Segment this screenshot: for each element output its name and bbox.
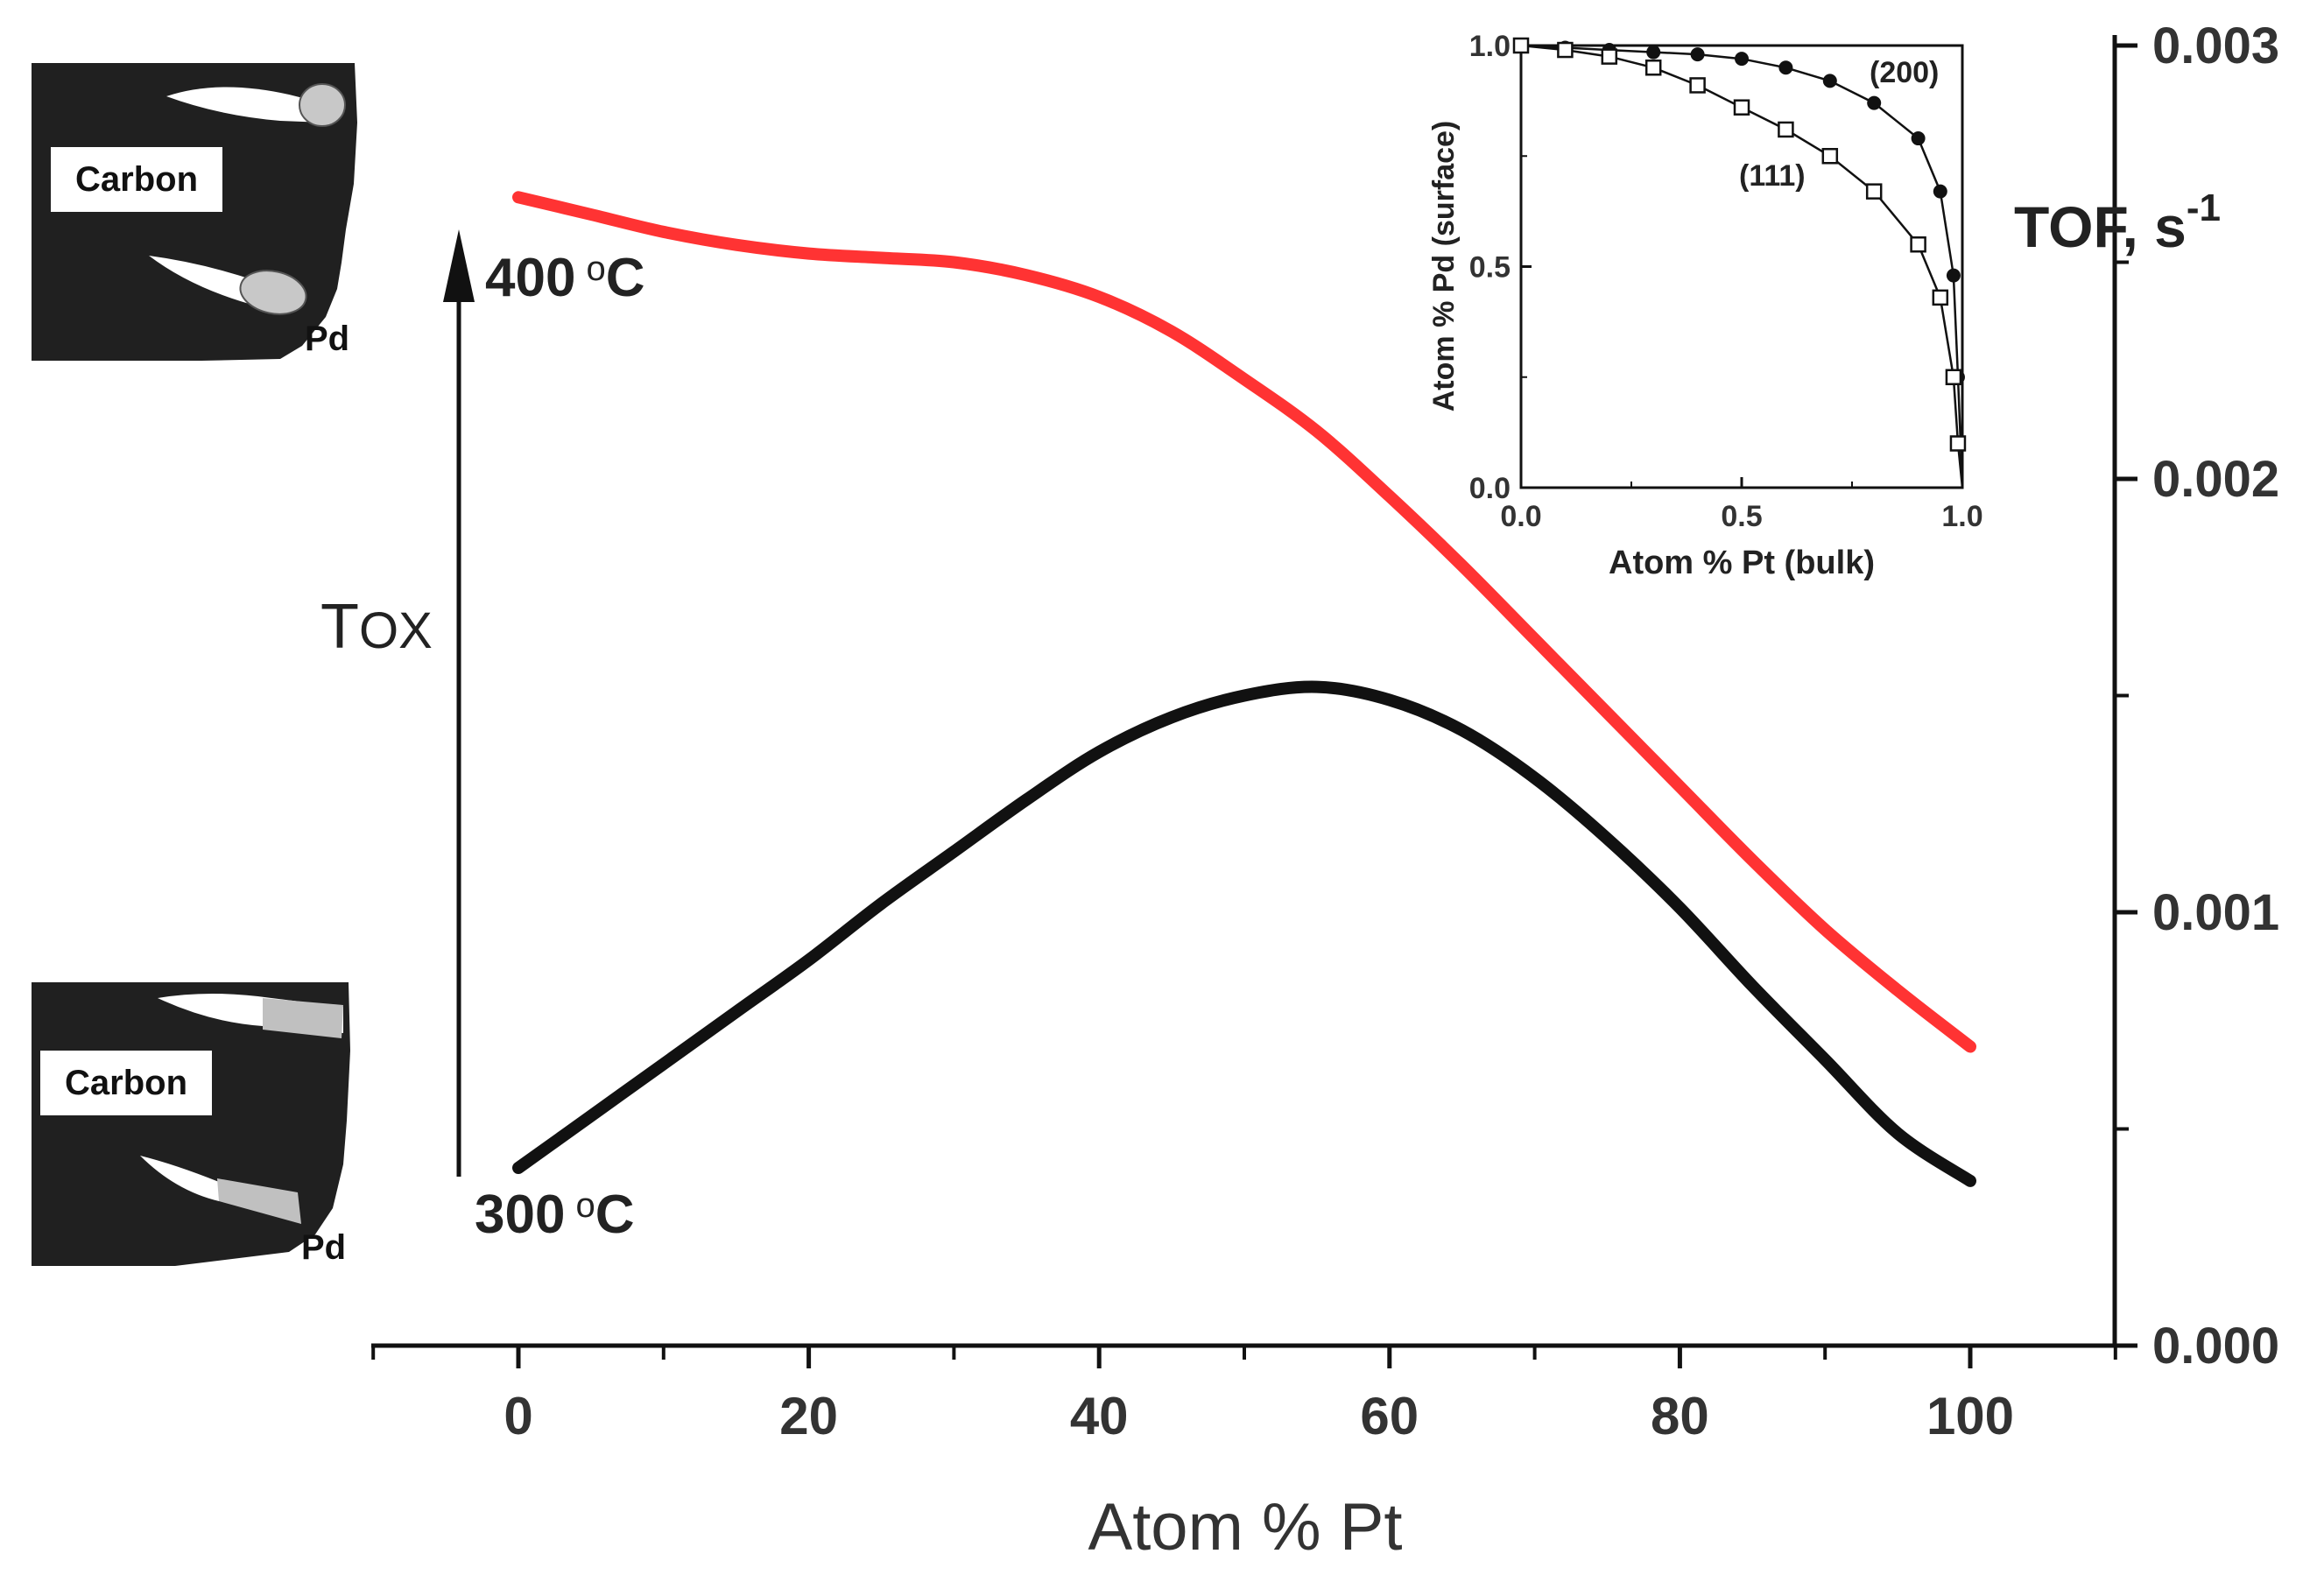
tox-sub: OX xyxy=(359,602,433,659)
label-400c-unit: C xyxy=(606,248,645,308)
inset-marker-200 xyxy=(1911,131,1926,146)
tox-main: T xyxy=(320,592,359,662)
inset-x-title: Atom % Pt (bulk) xyxy=(1609,545,1875,581)
inset-marker-111 xyxy=(1733,99,1750,116)
label-400c: 400 oC xyxy=(485,248,644,308)
inset-marker-111 xyxy=(1512,37,1530,54)
inset-marker-111 xyxy=(1945,369,1962,385)
inset-x-tick-label: 1.0 xyxy=(1941,500,1982,533)
tox-label: TOX xyxy=(320,592,433,662)
inset-marker-200 xyxy=(1933,184,1947,199)
inset-y-title: Atom % Pd (surface) xyxy=(1427,121,1461,412)
y-tick-label: 0.000 xyxy=(2152,1318,2279,1375)
inset-marker-111 xyxy=(1644,60,1662,76)
pore-bottom-2 xyxy=(140,1156,219,1201)
inset-marker-111 xyxy=(1949,435,1967,452)
inset-ticks: 0.0 0.5 1.0 0.0 0.5 1.0 xyxy=(1469,30,1983,533)
x-tick-label: 80 xyxy=(1651,1387,1709,1445)
pd-label-top: Pd xyxy=(305,320,349,358)
inset-marker-111 xyxy=(1865,183,1883,200)
label-400c-degree: o xyxy=(586,250,605,288)
inset-marker-111 xyxy=(1932,289,1949,306)
carbon-label-box-bottom xyxy=(40,1051,212,1115)
inset-x-tick-label: 0.5 xyxy=(1721,500,1762,533)
carbon-label-top: Carbon xyxy=(75,160,198,199)
inset-marker-200 xyxy=(1778,60,1793,75)
y-tick-label: 0.002 xyxy=(2152,451,2279,508)
carbon-label-box-top xyxy=(51,147,222,212)
pd-coating-bottom-2 xyxy=(217,1178,301,1224)
pd-coating-bottom-1 xyxy=(263,998,343,1038)
series-400c-line xyxy=(512,191,1976,1053)
x-ticks: 0 20 40 60 80 100 xyxy=(371,1346,2117,1445)
arrow-head xyxy=(443,229,475,302)
label-300c-value: 300 xyxy=(475,1185,565,1245)
schematic-bottom: Carbon Pd xyxy=(32,982,350,1267)
inset-y-tick-label: 0.5 xyxy=(1469,251,1511,285)
y-tick-label: 0.003 xyxy=(2152,18,2279,74)
pd-particle-top-2 xyxy=(239,270,307,315)
label-300c-unit: C xyxy=(595,1185,635,1245)
pore-top-1 xyxy=(166,87,326,123)
inset-series xyxy=(1512,37,1967,489)
inset-marker-200 xyxy=(1946,268,1961,283)
x-tick-label: 20 xyxy=(779,1387,838,1445)
x-tick-label: 100 xyxy=(1926,1387,2014,1445)
temperature-arrow xyxy=(443,229,475,1177)
label-300c-degree: o xyxy=(575,1186,595,1225)
x-tick-label: 60 xyxy=(1360,1387,1419,1445)
pd-particle-top-1 xyxy=(299,83,346,127)
inset-marker-111 xyxy=(1689,77,1706,94)
inset-marker-200 xyxy=(1646,45,1661,60)
inset-marker-111 xyxy=(1557,41,1574,59)
inset-marker-200 xyxy=(1735,52,1749,67)
inset-marker-111 xyxy=(1778,121,1794,138)
inset-marker-200 xyxy=(1867,95,1882,110)
y-axis-title-text: TOF, s xyxy=(2014,194,2187,259)
y-tick-label: 0.001 xyxy=(2152,884,2279,941)
y-axis-title-superscript: -1 xyxy=(2187,186,2221,229)
label-400c-value: 400 xyxy=(485,248,575,308)
label-300c: 300 oC xyxy=(475,1185,634,1245)
inset-marker-200 xyxy=(1690,47,1705,62)
schematic-top: Carbon Pd xyxy=(32,63,357,361)
series-300c-line xyxy=(512,680,1976,1187)
inset-marker-111 xyxy=(1821,148,1839,165)
x-tick-label: 0 xyxy=(504,1387,532,1445)
inset-y-tick-label: 1.0 xyxy=(1469,30,1511,63)
pd-label-bottom: Pd xyxy=(301,1228,346,1267)
inset-x-tick-label: 0.0 xyxy=(1500,500,1541,533)
y-ticks: 0.000 0.001 0.002 0.003 xyxy=(2115,18,2279,1375)
inset-label-200: (200) xyxy=(1870,56,1939,89)
y-axis-title: TOF, s-1 xyxy=(2014,186,2221,259)
x-axis-title: Atom % Pt xyxy=(1088,1490,1403,1564)
series-layer xyxy=(512,191,1976,1187)
inset-marker-200 xyxy=(1822,74,1837,88)
inset-y-tick-label: 0.0 xyxy=(1469,472,1511,505)
inset-label-111: (111) xyxy=(1739,159,1806,193)
inset-chart: 0.0 0.5 1.0 0.0 0.5 1.0 Atom % Pt (bulk) Atom… xyxy=(1427,30,1983,581)
inset-marker-111 xyxy=(1601,48,1618,65)
inset-marker-111 xyxy=(1910,236,1926,253)
carbon-label-bottom: Carbon xyxy=(65,1064,187,1102)
x-tick-label: 40 xyxy=(1070,1387,1129,1445)
